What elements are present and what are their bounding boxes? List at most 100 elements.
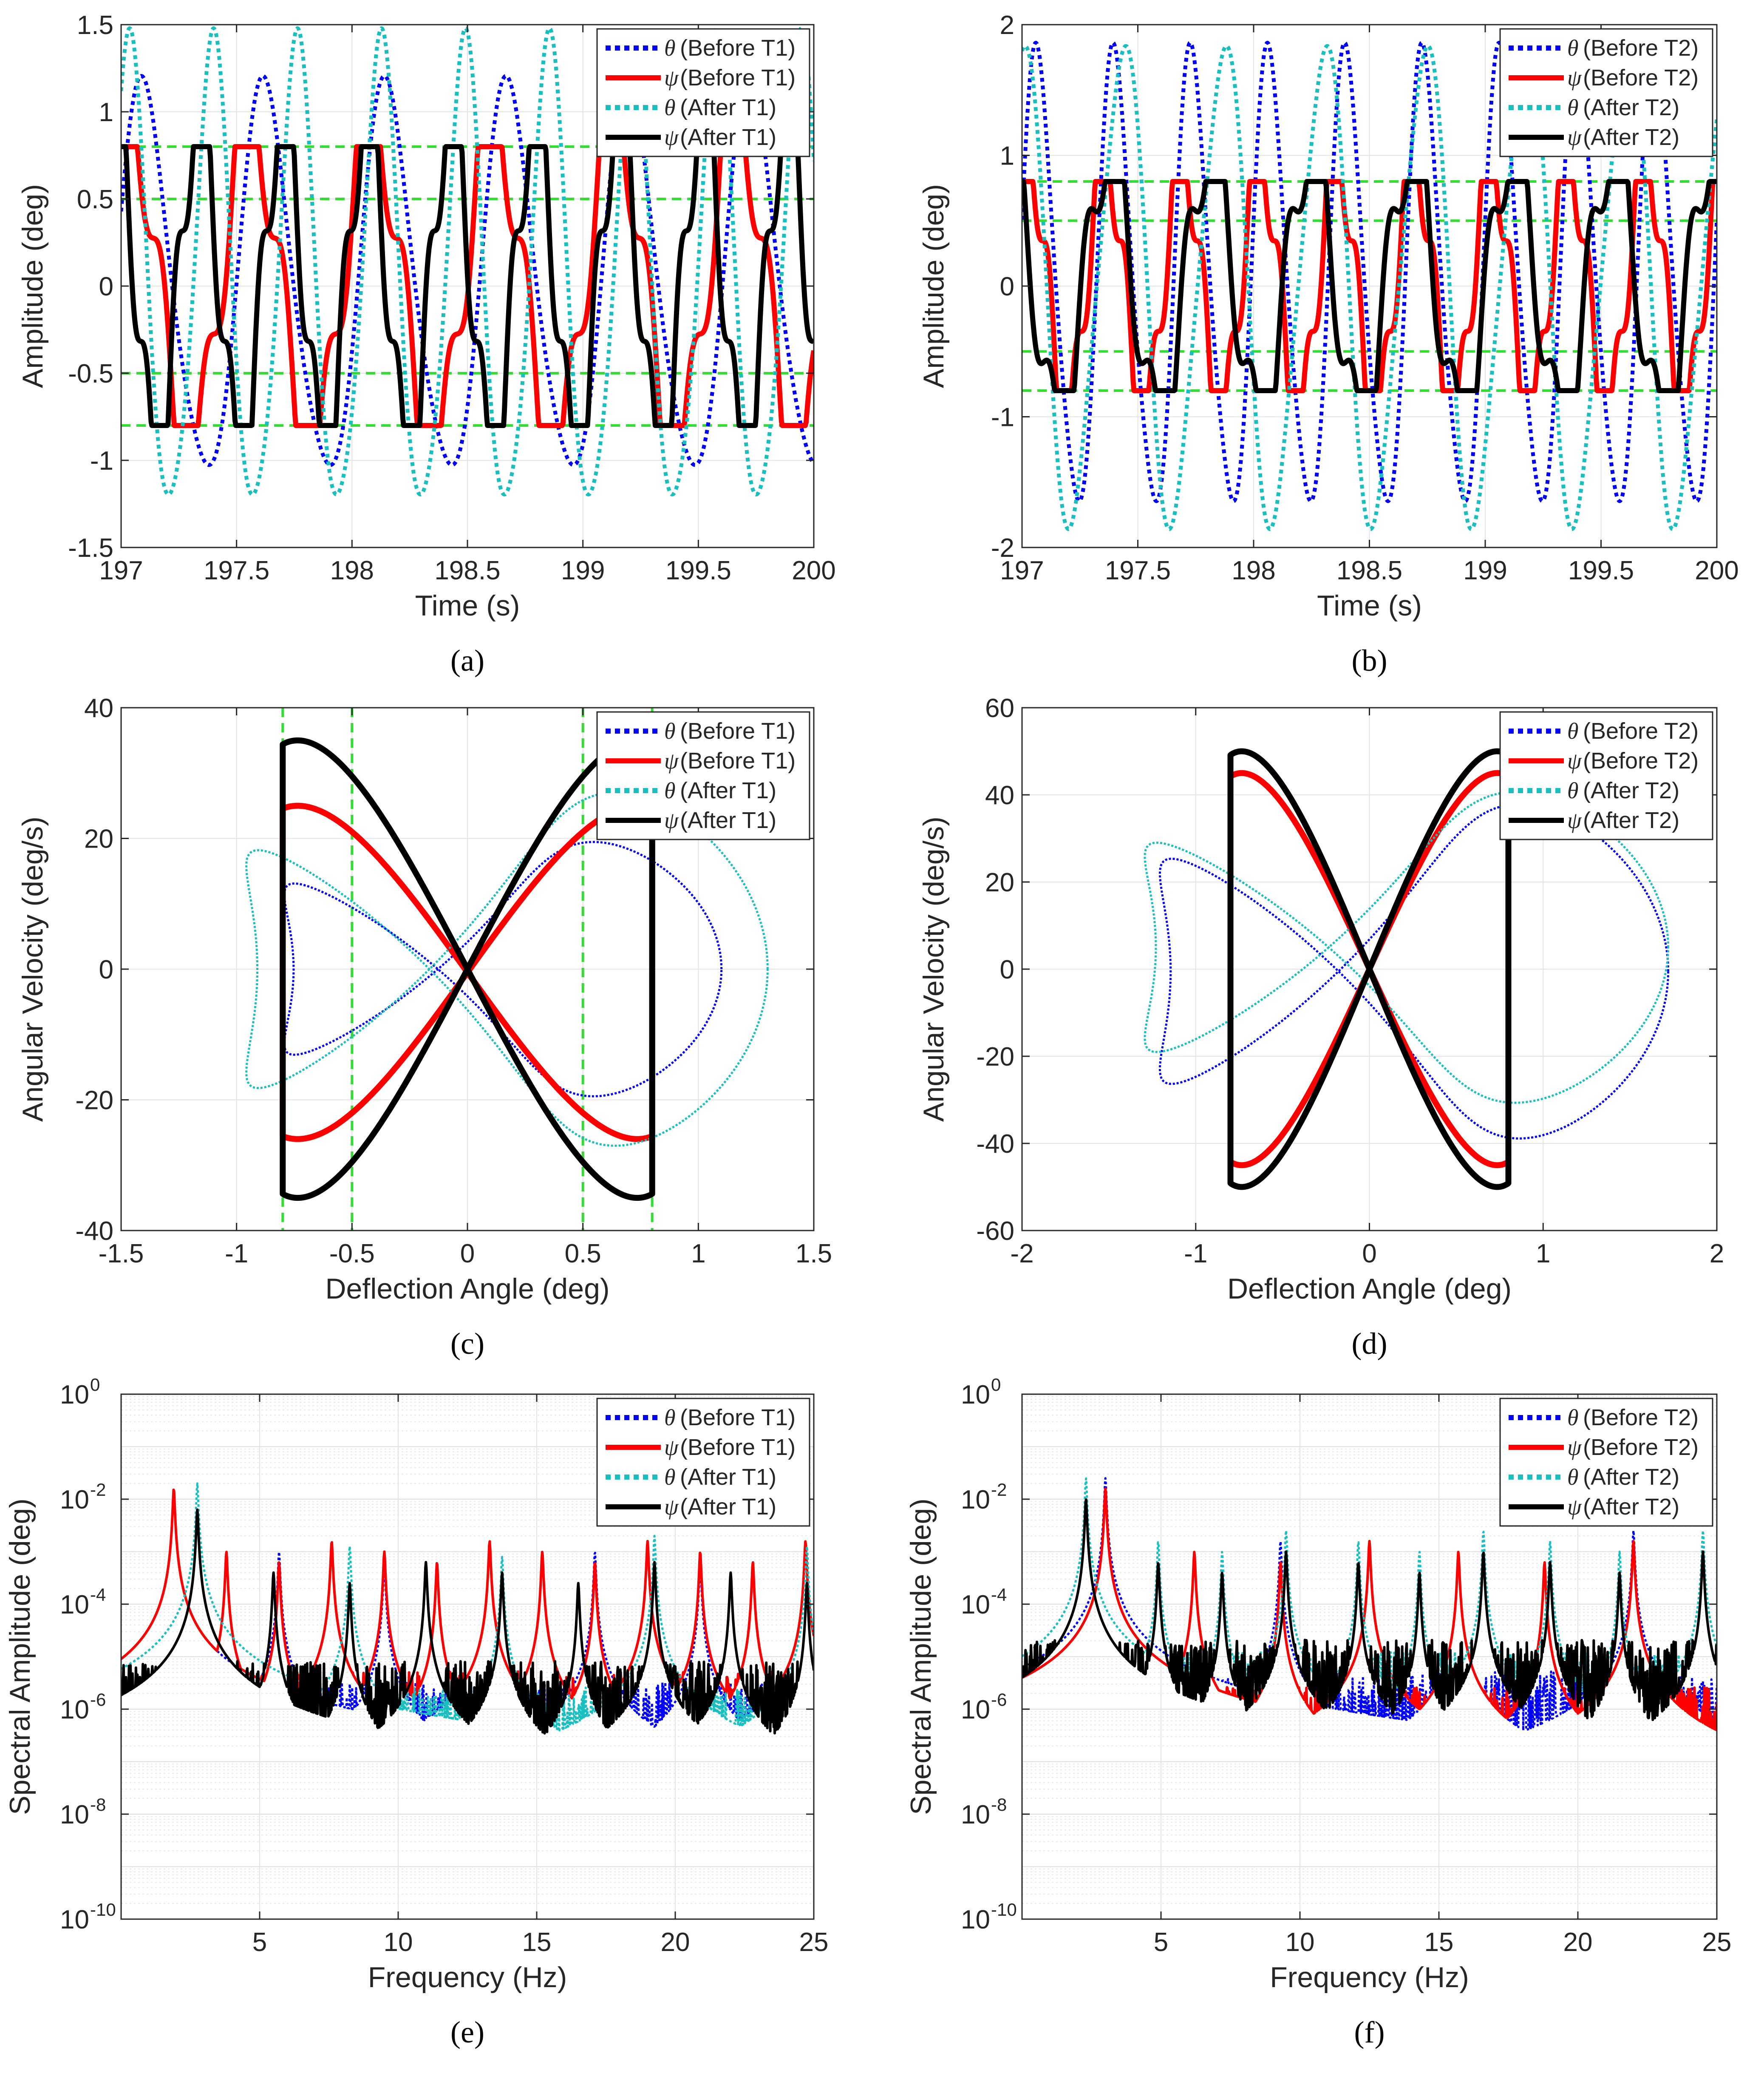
series-line-psi-after [121, 1508, 814, 1735]
x-tick-label: -0.5 [329, 1239, 375, 1268]
y-tick-label: 10 [60, 1695, 89, 1724]
legend-symbol: ψ [664, 1494, 679, 1520]
y-tick-label: 60 [985, 694, 1014, 723]
panel-label: (c) [450, 1327, 484, 1361]
x-tick-label: 0 [460, 1239, 475, 1268]
x-tick-label: 198 [1232, 556, 1275, 585]
legend-symbol: θ [1567, 778, 1579, 803]
legend: θ (Before T1)ψ (Before T1)θ (After T1)ψ (Aft… [596, 28, 810, 157]
legend-entry: (Before T2) [1583, 65, 1699, 91]
y-axis-label: Amplitude (deg) [917, 184, 950, 388]
legend-symbol: θ [1567, 1464, 1579, 1490]
y-tick-label: 2 [1000, 11, 1014, 40]
series-line-psi-before [121, 1489, 814, 1700]
legend-symbol: ψ [1567, 808, 1582, 833]
legend-symbol: ψ [1567, 65, 1582, 91]
series-group [245, 708, 769, 1231]
y-tick-label: -40 [75, 1217, 113, 1246]
legend-symbol: θ [664, 95, 676, 120]
x-tick-label: 5 [252, 1928, 267, 1957]
legend-symbol: θ [664, 778, 676, 803]
y-tick-label: 1 [99, 98, 113, 127]
legend-entry: (Before T2) [1583, 748, 1699, 774]
y-axis-label: Angular Velocity (deg/s) [917, 817, 950, 1122]
x-tick-label: 1 [1536, 1239, 1550, 1268]
x-tick-label: 25 [1702, 1928, 1732, 1957]
legend-symbol: ψ [1567, 125, 1582, 150]
legend-entry: (Before T1) [680, 1435, 796, 1460]
chart-d: -2 -1 0 1 2 -60 -40 -20 0 20 40 60 Deflection Angle … [917, 694, 1724, 1361]
y-axis-label: Angular Velocity (deg/s) [17, 817, 49, 1122]
panel-label: (d) [1352, 1327, 1387, 1361]
legend-symbol: θ [664, 35, 676, 61]
x-tick-label: 0.5 [565, 1239, 601, 1268]
legend-entry: (After T2) [1583, 1494, 1679, 1520]
x-axis-label: Deflection Angle (deg) [1227, 1273, 1512, 1305]
chart-c: -1.5 -1 -0.5 0 0.5 1 1.5 -40 -20 0 20 40 Deflection … [17, 694, 832, 1361]
legend-entry: (Before T2) [1583, 1435, 1699, 1460]
y-tick-exponent: -2 [991, 1480, 1007, 1500]
x-tick-label: 15 [1424, 1928, 1454, 1957]
series-line-theta-before [121, 74, 814, 467]
x-tick-label: 197 [1000, 556, 1044, 585]
legend-symbol: θ [1567, 95, 1579, 120]
y-tick-label: 10 [60, 1485, 89, 1514]
y-tick-label: 0.5 [77, 185, 113, 214]
y-tick-label: 10 [961, 1695, 990, 1724]
legend-entry: (Before T1) [680, 1405, 796, 1430]
x-tick-label: 1 [691, 1239, 705, 1268]
legend-entry: (Before T1) [680, 35, 796, 61]
x-tick-label: 198.5 [434, 556, 500, 585]
x-axis-label: Deflection Angle (deg) [325, 1273, 609, 1305]
legend-symbol: θ [664, 1464, 676, 1490]
y-tick-label: -1 [90, 446, 113, 476]
y-tick-label: 10 [961, 1905, 990, 1934]
x-tick-label: 197.5 [204, 556, 269, 585]
x-axis-label: Frequency (Hz) [368, 1961, 567, 1994]
x-tick-label: -2 [1010, 1239, 1033, 1268]
y-tick-label: 10 [60, 1380, 89, 1409]
x-tick-label: 197 [99, 556, 143, 585]
legend-entry: (Before T1) [680, 65, 796, 91]
x-tick-label: 199.5 [665, 556, 731, 585]
y-tick-exponent: -6 [90, 1690, 106, 1710]
y-tick-label: 0 [99, 272, 113, 301]
legend-entry: (After T2) [1583, 95, 1679, 120]
legend-symbol: ψ [1567, 1435, 1582, 1460]
legend-symbol: θ [664, 718, 676, 744]
x-tick-label: 2 [1710, 1239, 1724, 1268]
y-tick-exponent: -10 [90, 1900, 116, 1920]
legend-entry: (After T1) [680, 1494, 776, 1520]
panel-label: (f) [1354, 2015, 1385, 2049]
series-group [1144, 748, 1670, 1190]
x-tick-label: 25 [799, 1928, 829, 1957]
legend-entry: (After T1) [680, 125, 776, 150]
chart-a: 197 197.5 198 198.5 199 199.5 200 -1.5 -1 -0.5 0 0.… [17, 11, 836, 678]
y-tick-label: -40 [976, 1129, 1014, 1159]
y-tick-label: 0 [99, 955, 113, 984]
series-line-psi-after [280, 737, 655, 1201]
x-tick-label: 15 [522, 1928, 552, 1957]
legend-entry: (Before T2) [1583, 1405, 1699, 1430]
legend-entry: (After T2) [1583, 125, 1679, 150]
y-tick-label: -0.5 [68, 359, 113, 389]
y-tick-label: 10 [961, 1800, 990, 1829]
axes-box [1021, 1393, 1718, 1920]
series-line-theta-after [1022, 44, 1717, 531]
x-tick-label: 200 [1695, 556, 1739, 585]
y-tick-label: 20 [985, 868, 1014, 897]
x-tick-label: 197.5 [1105, 556, 1171, 585]
y-tick-label: -60 [976, 1217, 1014, 1246]
legend-entry: (Before T2) [1583, 718, 1699, 744]
series-group [1022, 1477, 1717, 1732]
x-tick-label: 200 [792, 556, 835, 585]
y-tick-label: 1.5 [77, 11, 113, 40]
x-tick-label: 20 [1563, 1928, 1593, 1957]
x-tick-label: -1.5 [99, 1239, 144, 1268]
series-group [121, 1482, 814, 1735]
panel-label: (a) [450, 644, 484, 678]
y-axis-label: Spectral Amplitude (deg) [905, 1498, 937, 1815]
panel-label: (b) [1352, 644, 1387, 678]
